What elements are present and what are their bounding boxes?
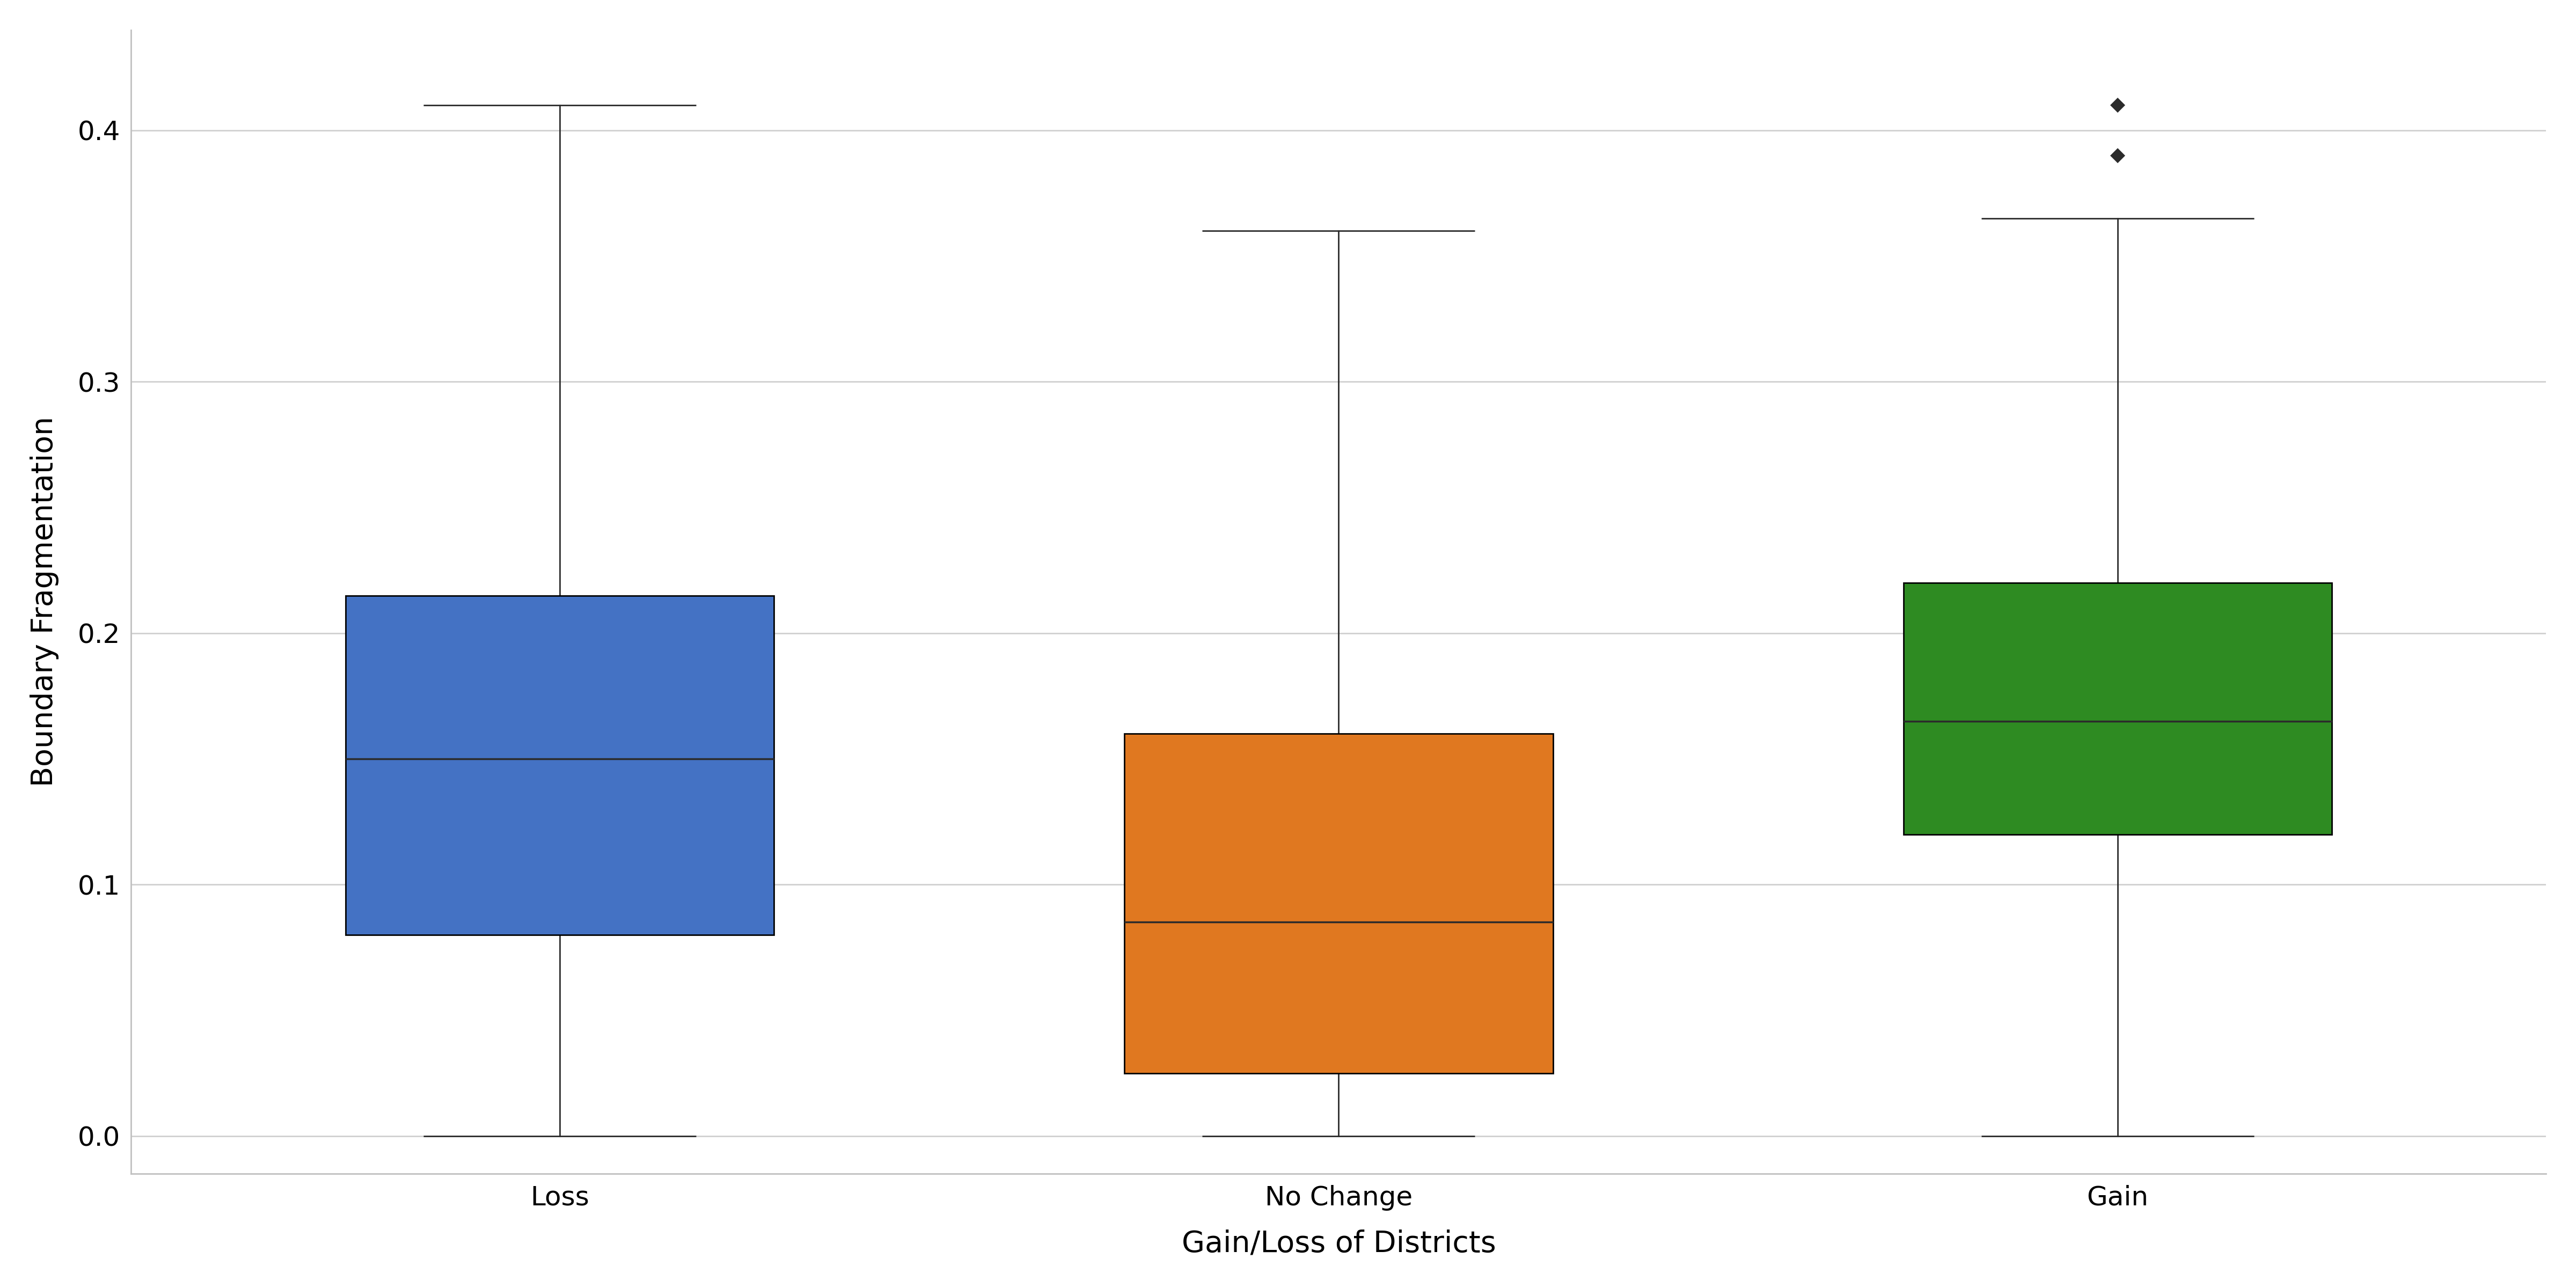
Bar: [1126, 734, 1553, 1073]
Bar: [345, 595, 773, 935]
X-axis label: Gain/Loss of Districts: Gain/Loss of Districts: [1182, 1229, 1497, 1258]
Bar: [1904, 583, 2331, 835]
Y-axis label: Boundary Fragmentation: Boundary Fragmentation: [31, 416, 59, 787]
